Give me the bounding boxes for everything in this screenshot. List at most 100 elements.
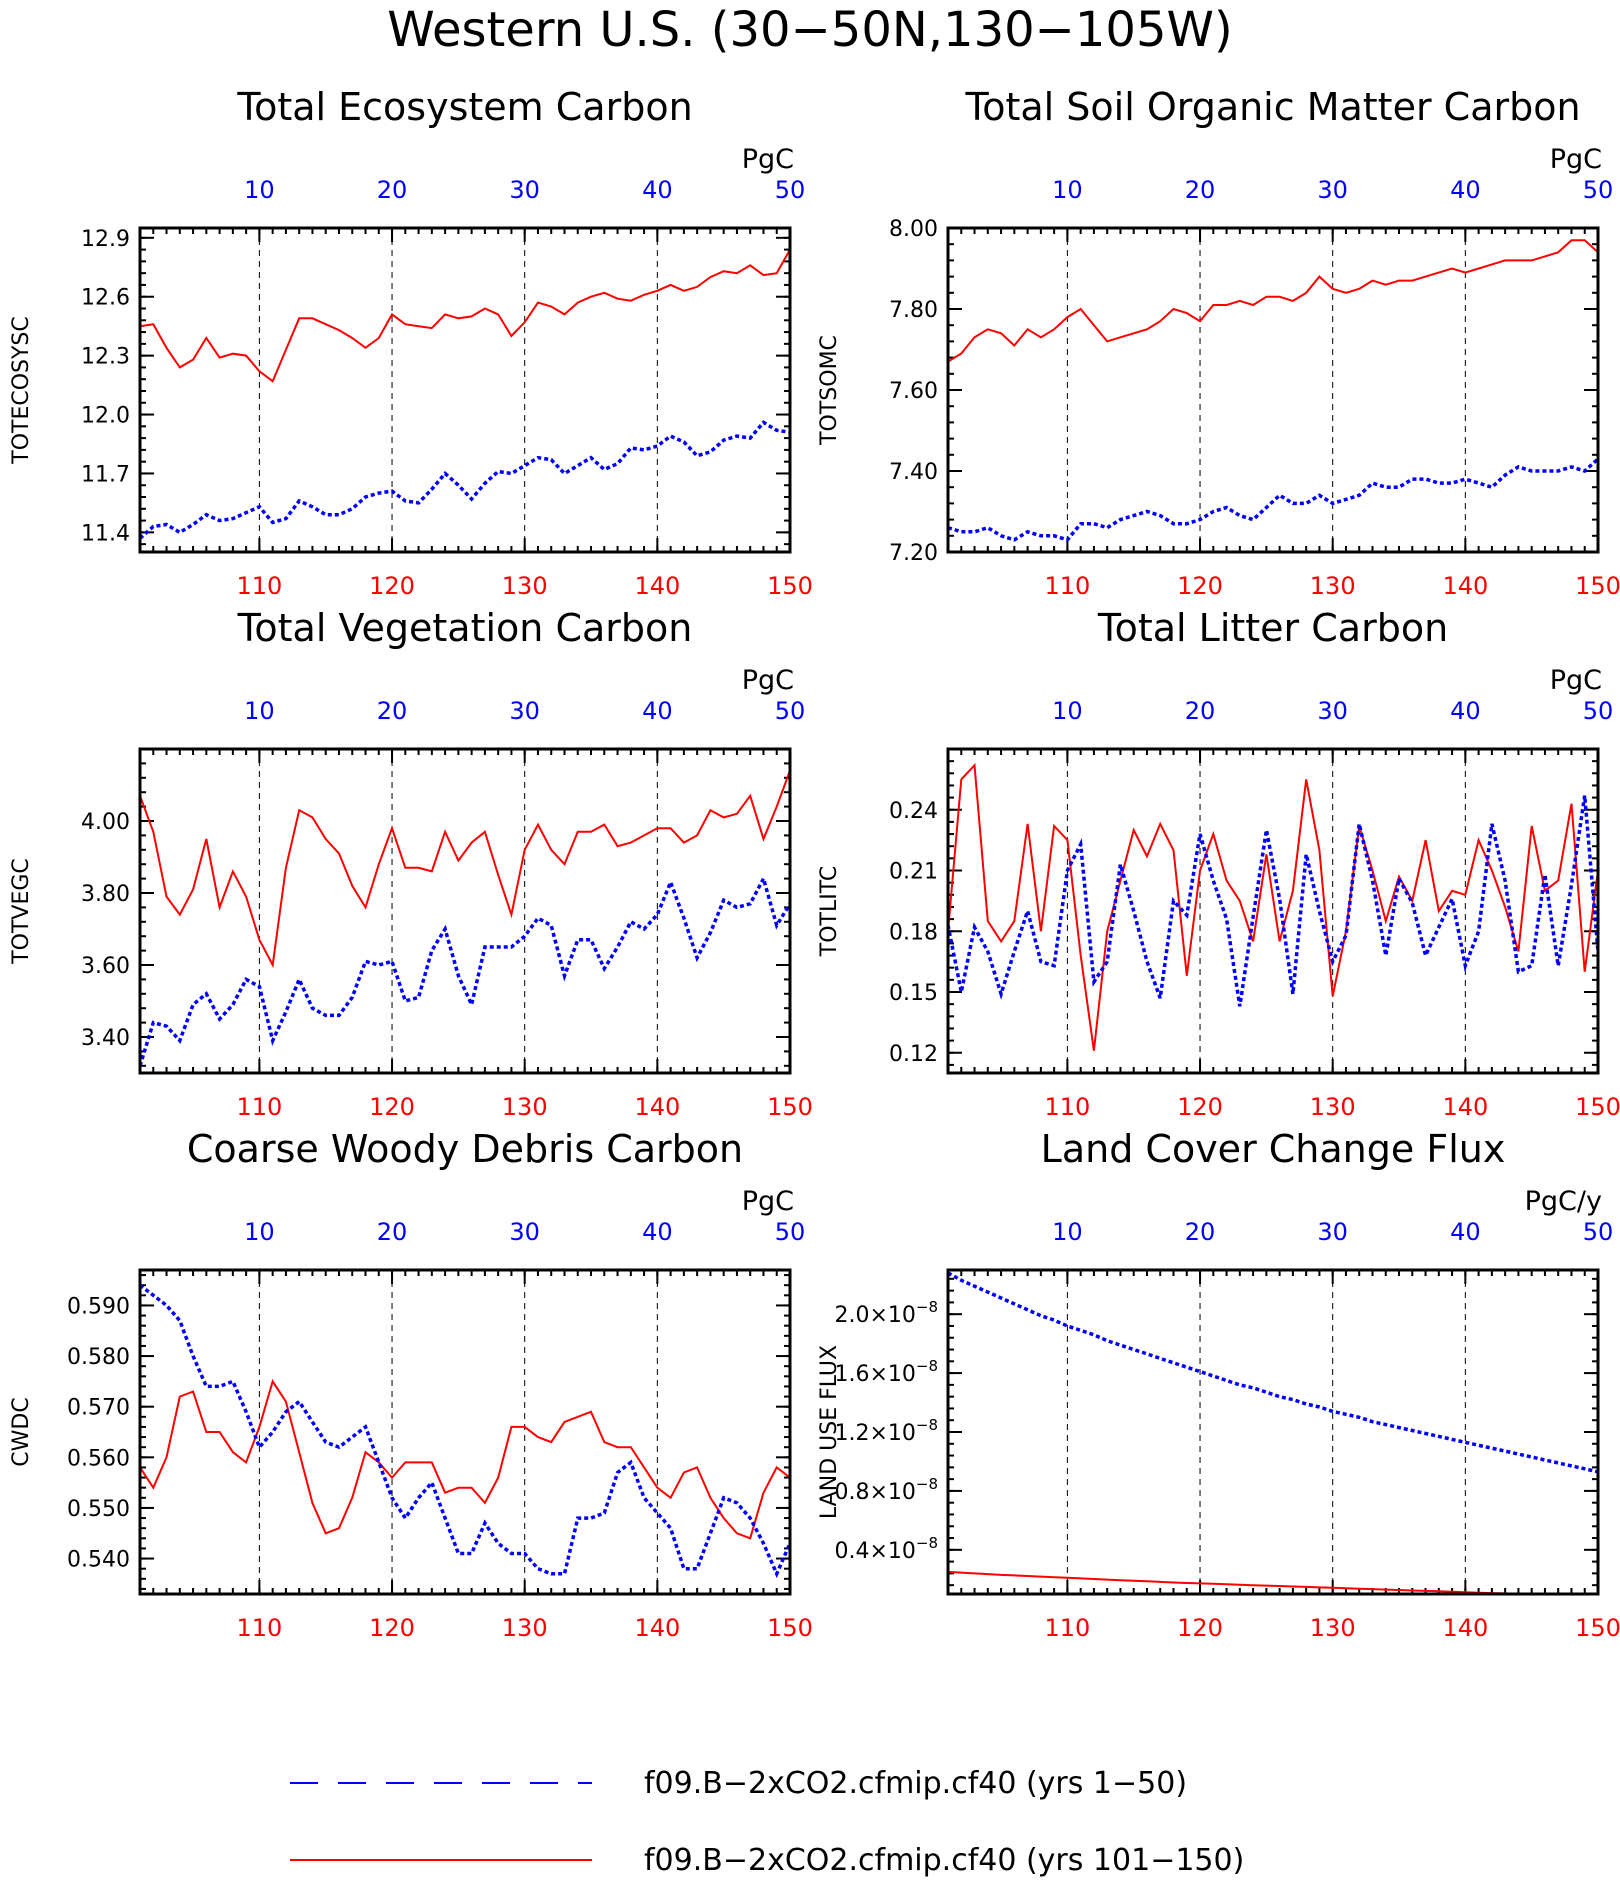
y-tick-label: 7.60: [889, 379, 938, 404]
units-label: PgC: [742, 144, 794, 175]
y-tick-label: 12.3: [81, 345, 130, 370]
y-tick-label: 0.21: [889, 860, 938, 885]
y-axis-label: LAND USE FLUX: [817, 1345, 842, 1519]
x-top-tick-label: 40: [642, 697, 673, 725]
y-tick-label: 11.7: [81, 462, 130, 487]
x-bottom-tick-label: 130: [1310, 1093, 1356, 1121]
y-tick-label: 1.6×10−8: [834, 1357, 938, 1387]
chart-panels: Total Ecosystem Carbon PgC TOTECOSYSC 110 12…: [9, 85, 1620, 1642]
y-tick-label: 0.550: [67, 1497, 130, 1522]
y-tick-label: 11.4: [81, 521, 130, 546]
x-bottom-tick-label: 120: [369, 1614, 415, 1642]
legend: f09.B−2xCO2.cfmip.cf40 (yrs 1−50) f09.B−…: [290, 1766, 1244, 1878]
x-bottom-tick-label: 140: [1442, 1093, 1488, 1121]
y-tick-label: 2.0×10−8: [834, 1298, 938, 1328]
x-top-tick-label: 10: [244, 697, 275, 725]
y-tick-label: 0.12: [889, 1042, 938, 1067]
x-top-tick-label: 40: [1450, 176, 1481, 204]
x-top-tick-label: 40: [642, 176, 673, 204]
x-top-tick-label: 30: [1317, 697, 1348, 725]
y-tick-label: 0.540: [67, 1548, 130, 1573]
x-bottom-tick-label: 140: [1442, 572, 1488, 600]
y-tick-label: 0.8×10−8: [834, 1475, 938, 1505]
y-axis-label: TOTVEGC: [9, 858, 34, 965]
x-top-tick-label: 20: [1185, 697, 1216, 725]
x-top-tick-label: 30: [509, 697, 540, 725]
x-top-tick-label: 10: [1052, 697, 1083, 725]
series-line-1: [948, 1570, 1598, 1594]
series-line-1: [140, 249, 790, 383]
series-line-1: [140, 770, 790, 969]
series-line-1: [140, 1379, 790, 1540]
x-top-tick-label: 40: [642, 1218, 673, 1246]
panel-title: Total Ecosystem Carbon: [236, 85, 692, 129]
x-top-tick-label: 30: [509, 176, 540, 204]
units-label: PgC/y: [1525, 1186, 1602, 1217]
panel-title: Total Litter Carbon: [1097, 606, 1448, 650]
y-tick-label: 7.40: [889, 460, 938, 485]
chart-panel-3: Total Vegetation Carbon PgC TOTVEGC 110 120 1…: [9, 606, 813, 1121]
x-top-tick-label: 30: [1317, 1218, 1348, 1246]
x-bottom-tick-label: 120: [369, 572, 415, 600]
x-top-tick-label: 20: [377, 697, 408, 725]
x-bottom-tick-label: 150: [767, 1093, 813, 1121]
plot-frame: [946, 226, 1600, 554]
legend-label-2: f09.B−2xCO2.cfmip.cf40 (yrs 101−150): [644, 1843, 1244, 1878]
x-bottom-tick-label: 110: [236, 1093, 282, 1121]
x-bottom-tick-label: 110: [1044, 1614, 1090, 1642]
x-top-tick-label: 30: [509, 1218, 540, 1246]
plot-frame: [138, 747, 792, 1075]
chart-panel-6: Land Cover Change Flux PgC/y LAND USE FLUX…: [817, 1127, 1620, 1642]
y-tick-label: 0.560: [67, 1446, 130, 1471]
panel-title: Total Soil Organic Matter Carbon: [964, 85, 1580, 129]
x-bottom-tick-label: 140: [1442, 1614, 1488, 1642]
x-bottom-tick-label: 150: [1575, 1093, 1620, 1121]
x-top-tick-label: 50: [775, 697, 806, 725]
plot-frame: [946, 747, 1600, 1075]
series-line-1: [948, 762, 1598, 1051]
series-line-2: [140, 1283, 790, 1579]
x-bottom-tick-label: 110: [236, 1614, 282, 1642]
y-axis-label: CWDC: [9, 1397, 34, 1466]
x-bottom-tick-label: 130: [502, 572, 548, 600]
x-bottom-tick-label: 130: [1310, 1614, 1356, 1642]
x-top-tick-label: 30: [1317, 176, 1348, 204]
x-top-tick-label: 10: [1052, 1218, 1083, 1246]
series-line-1: [948, 239, 1598, 363]
page-title: Western U.S. (30−50N,130−105W): [387, 2, 1232, 58]
plot-frame: [138, 1268, 792, 1596]
x-top-tick-label: 50: [1583, 176, 1614, 204]
y-tick-label: 1.2×10−8: [834, 1416, 938, 1446]
chart-panel-2: Total Soil Organic Matter Carbon PgC TOTSO…: [817, 85, 1620, 600]
x-bottom-tick-label: 110: [1044, 572, 1090, 600]
panel-title: Total Vegetation Carbon: [237, 606, 693, 650]
x-top-tick-label: 50: [775, 176, 806, 204]
x-top-tick-label: 20: [377, 176, 408, 204]
y-tick-label: 3.40: [81, 1026, 130, 1051]
x-bottom-tick-label: 120: [369, 1093, 415, 1121]
legend-label-1: f09.B−2xCO2.cfmip.cf40 (yrs 1−50): [644, 1766, 1187, 1801]
y-tick-label: 12.6: [81, 286, 130, 311]
y-tick-label: 0.24: [889, 799, 938, 824]
x-bottom-tick-label: 140: [634, 572, 680, 600]
y-tick-label: 0.18: [889, 920, 938, 945]
y-tick-label: 7.20: [889, 541, 938, 566]
y-tick-label: 0.4×10−8: [834, 1534, 938, 1564]
y-tick-label: 0.580: [67, 1345, 130, 1370]
panel-title: Coarse Woody Debris Carbon: [187, 1127, 743, 1171]
x-top-tick-label: 20: [377, 1218, 408, 1246]
x-top-tick-label: 10: [244, 176, 275, 204]
y-tick-label: 3.60: [81, 954, 130, 979]
x-bottom-tick-label: 120: [1177, 1093, 1223, 1121]
series-line-2: [140, 420, 790, 540]
plot-frame: [946, 1268, 1600, 1596]
x-top-tick-label: 50: [1583, 1218, 1614, 1246]
plot-frame: [138, 226, 792, 554]
x-bottom-tick-label: 130: [502, 1614, 548, 1642]
x-top-tick-label: 20: [1185, 1218, 1216, 1246]
y-tick-label: 3.80: [81, 882, 130, 907]
x-bottom-tick-label: 150: [767, 1614, 813, 1642]
x-top-tick-label: 10: [244, 1218, 275, 1246]
x-top-tick-label: 50: [775, 1218, 806, 1246]
